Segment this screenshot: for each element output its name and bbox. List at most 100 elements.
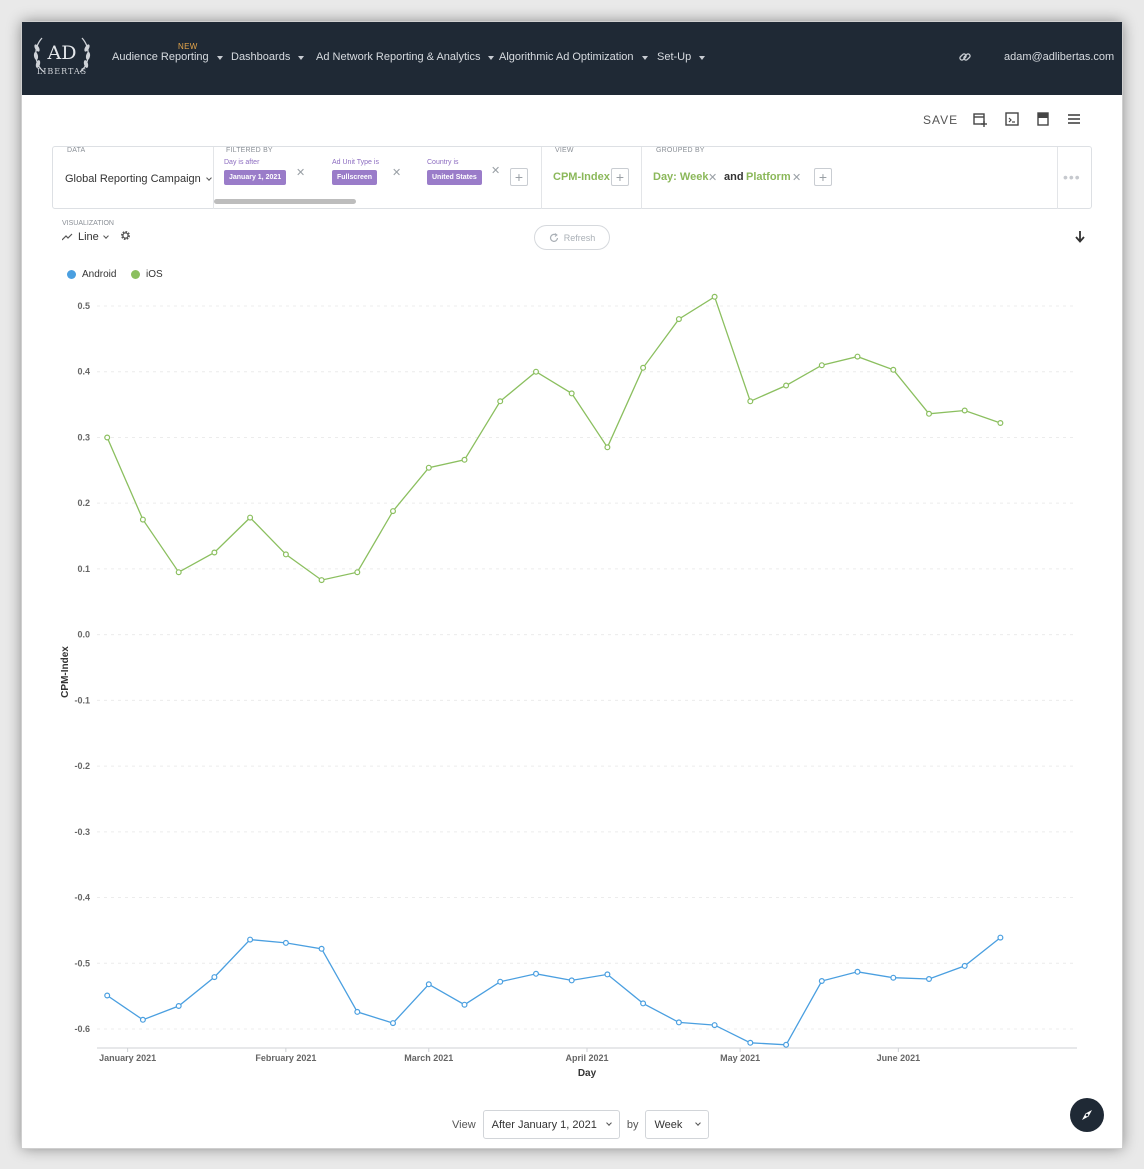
sql-view-icon[interactable] bbox=[1004, 111, 1020, 127]
gear-icon[interactable] bbox=[119, 229, 132, 242]
data-point-ios[interactable] bbox=[568, 390, 575, 397]
data-point-android[interactable] bbox=[354, 1008, 361, 1015]
chevron-down-icon bbox=[606, 1120, 612, 1126]
filter-day-pill[interactable]: January 1, 2021 bbox=[224, 170, 287, 185]
view-metric[interactable]: CPM-Index bbox=[553, 171, 610, 183]
remove-group-platform-icon[interactable]: ✕ bbox=[792, 172, 802, 184]
data-point-ios[interactable] bbox=[640, 364, 647, 371]
filter-country-pill[interactable]: United States bbox=[427, 170, 482, 185]
new-badge: NEW bbox=[178, 42, 198, 51]
data-point-android[interactable] bbox=[854, 968, 861, 975]
menu-icon[interactable] bbox=[1066, 111, 1082, 127]
group-platform[interactable]: Platform bbox=[746, 171, 791, 183]
nav-ad-network-reporting[interactable]: Ad Network Reporting & Analytics bbox=[316, 51, 495, 63]
data-point-ios[interactable] bbox=[604, 444, 611, 451]
data-point-ios[interactable] bbox=[175, 569, 182, 576]
save-button[interactable]: SAVE bbox=[923, 113, 959, 127]
more-options-icon[interactable]: ••• bbox=[1063, 169, 1081, 185]
data-point-android[interactable] bbox=[533, 970, 540, 977]
data-point-android[interactable] bbox=[139, 1016, 146, 1023]
legend-item-android[interactable]: Android bbox=[67, 269, 116, 280]
add-to-dashboard-icon[interactable] bbox=[972, 111, 988, 127]
nav-algorithmic-ad-optimization[interactable]: Algorithmic Ad Optimization bbox=[499, 51, 648, 63]
data-point-ios[interactable] bbox=[211, 549, 218, 556]
explore-button[interactable] bbox=[1070, 1098, 1104, 1132]
data-point-ios[interactable] bbox=[497, 398, 504, 405]
divider bbox=[213, 147, 214, 209]
data-point-ios[interactable] bbox=[104, 434, 111, 441]
divider bbox=[641, 147, 642, 209]
data-point-ios[interactable] bbox=[533, 368, 540, 375]
group-day-week[interactable]: Day: Week bbox=[653, 171, 709, 183]
data-point-android[interactable] bbox=[461, 1001, 468, 1008]
data-point-android[interactable] bbox=[961, 962, 968, 969]
data-point-ios[interactable] bbox=[390, 508, 397, 515]
filter-scrollbar[interactable] bbox=[214, 199, 356, 204]
data-point-android[interactable] bbox=[104, 992, 111, 999]
refresh-icon bbox=[549, 232, 558, 242]
data-source-select[interactable]: Global Reporting Campaign bbox=[65, 173, 212, 185]
data-point-android[interactable] bbox=[497, 978, 504, 985]
remove-filter-ad-unit-icon[interactable]: ✕ bbox=[392, 167, 402, 179]
data-point-ios[interactable] bbox=[675, 316, 682, 323]
data-point-android[interactable] bbox=[675, 1019, 682, 1026]
remove-filter-country-icon[interactable]: ✕ bbox=[491, 165, 501, 177]
y-tick-label: -0.3 bbox=[74, 827, 90, 837]
data-point-android[interactable] bbox=[247, 936, 254, 943]
data-point-ios[interactable] bbox=[318, 577, 325, 584]
notebook-icon[interactable] bbox=[1035, 111, 1051, 127]
add-grouping-button[interactable]: + bbox=[814, 168, 832, 186]
data-point-android[interactable] bbox=[282, 939, 289, 946]
data-point-ios[interactable] bbox=[354, 569, 361, 576]
data-point-android[interactable] bbox=[175, 1002, 182, 1009]
y-tick-label: 0.1 bbox=[77, 564, 90, 574]
remove-filter-day-icon[interactable]: ✕ bbox=[296, 167, 306, 179]
data-point-ios[interactable] bbox=[890, 366, 897, 373]
link-icon[interactable] bbox=[958, 50, 972, 64]
data-point-android[interactable] bbox=[747, 1039, 754, 1046]
data-point-ios[interactable] bbox=[747, 398, 754, 405]
data-point-android[interactable] bbox=[425, 981, 432, 988]
interval-select[interactable]: Week bbox=[645, 1110, 710, 1139]
adlibertas-logo[interactable]: AD LIBERTAS bbox=[30, 28, 94, 88]
data-point-android[interactable] bbox=[997, 934, 1004, 941]
data-point-android[interactable] bbox=[604, 971, 611, 978]
data-point-ios[interactable] bbox=[961, 407, 968, 414]
nav-set-up[interactable]: Set-Up bbox=[657, 51, 706, 63]
data-point-ios[interactable] bbox=[854, 353, 861, 360]
add-filter-button[interactable]: + bbox=[510, 168, 528, 186]
data-point-android[interactable] bbox=[211, 974, 218, 981]
data-point-ios[interactable] bbox=[925, 410, 932, 417]
data-point-android[interactable] bbox=[390, 1020, 397, 1027]
legend-label-android: Android bbox=[82, 269, 117, 280]
data-point-ios[interactable] bbox=[461, 456, 468, 463]
date-range-select[interactable]: After January 1, 2021 bbox=[482, 1110, 620, 1139]
data-point-android[interactable] bbox=[818, 977, 825, 984]
data-point-ios[interactable] bbox=[247, 514, 254, 521]
nav-dashboards[interactable]: Dashboards bbox=[231, 51, 305, 63]
remove-group-day-icon[interactable]: ✕ bbox=[708, 172, 718, 184]
data-point-ios[interactable] bbox=[818, 362, 825, 369]
download-icon[interactable] bbox=[1074, 230, 1086, 244]
data-point-android[interactable] bbox=[640, 1000, 647, 1007]
data-point-android[interactable] bbox=[783, 1041, 790, 1048]
nav-audience-reporting[interactable]: Audience Reporting bbox=[112, 51, 223, 63]
data-point-android[interactable] bbox=[568, 977, 575, 984]
data-point-android[interactable] bbox=[318, 945, 325, 952]
data-point-ios[interactable] bbox=[711, 293, 718, 300]
filter-ad-unit-pill[interactable]: Fullscreen bbox=[332, 170, 378, 185]
user-menu[interactable]: adam@adlibertas.com bbox=[1004, 51, 1122, 63]
visualization-type-select[interactable]: Line bbox=[62, 231, 109, 243]
refresh-button[interactable]: Refresh bbox=[534, 225, 610, 250]
data-point-android[interactable] bbox=[890, 974, 897, 981]
chart-series bbox=[104, 293, 1004, 1048]
data-point-ios[interactable] bbox=[139, 516, 146, 523]
data-point-ios[interactable] bbox=[783, 382, 790, 389]
legend-item-ios[interactable]: iOS bbox=[131, 269, 163, 280]
data-point-android[interactable] bbox=[925, 975, 932, 982]
data-point-ios[interactable] bbox=[425, 464, 432, 471]
data-point-ios[interactable] bbox=[997, 420, 1004, 427]
data-point-ios[interactable] bbox=[282, 551, 289, 558]
data-point-android[interactable] bbox=[711, 1022, 718, 1029]
add-metric-button[interactable]: + bbox=[611, 168, 629, 186]
